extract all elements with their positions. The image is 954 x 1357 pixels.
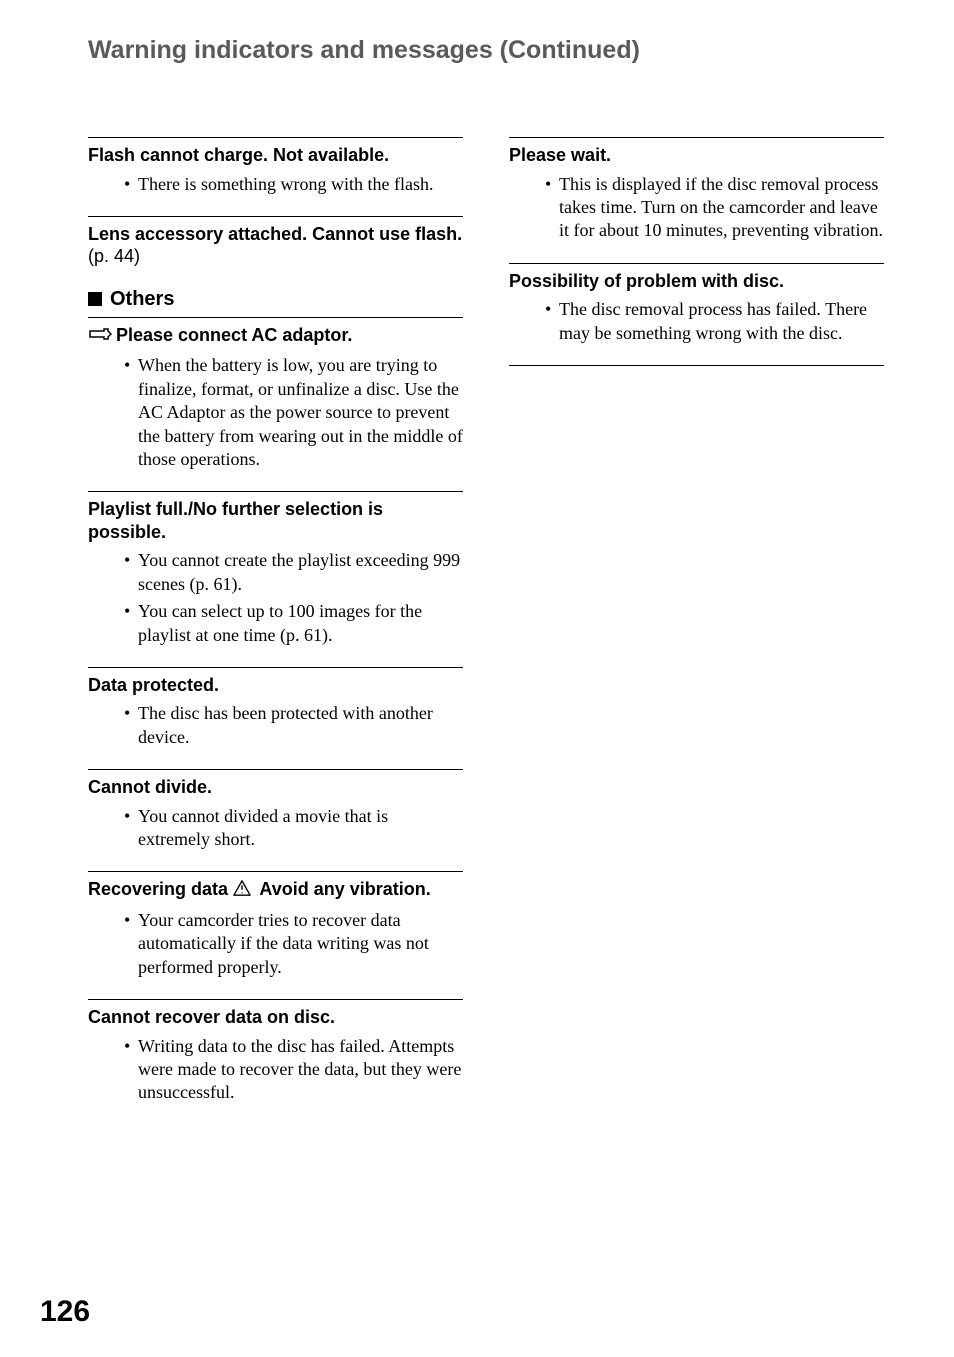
heading: Data protected. <box>88 668 463 697</box>
page-title: Warning indicators and messages (Continu… <box>88 36 884 65</box>
list-item: You cannot divided a movie that is extre… <box>124 805 463 852</box>
subheading-others: Others <box>88 288 463 311</box>
section-lens-accessory: Lens accessory attached. Cannot use flas… <box>88 216 463 268</box>
heading: Recovering data Avoid any vibration. <box>88 872 463 903</box>
section-connect-ac: Please connect AC adaptor. When the batt… <box>88 317 463 471</box>
heading: Lens accessory attached. Cannot use flas… <box>88 217 463 268</box>
bullet-list: When the battery is low, you are trying … <box>88 348 463 471</box>
list-item: Writing data to the disc has failed. Att… <box>124 1035 463 1105</box>
page-ref: (p. 44) <box>88 246 140 266</box>
list-item: Your camcorder tries to recover data aut… <box>124 909 463 979</box>
list-item: There is something wrong with the flash. <box>124 173 463 196</box>
bullet-list: You cannot create the playlist exceeding… <box>88 543 463 647</box>
bullet-list: There is something wrong with the flash. <box>88 167 463 196</box>
heading: Playlist full./No further selection is p… <box>88 492 463 543</box>
section-cannot-divide: Cannot divide. You cannot divided a movi… <box>88 769 463 851</box>
list-item: When the battery is low, you are trying … <box>124 354 463 471</box>
list-item: You cannot create the playlist exceeding… <box>124 549 463 596</box>
section-playlist-full: Playlist full./No further selection is p… <box>88 491 463 647</box>
content-columns: Flash cannot charge. Not available. Ther… <box>88 137 884 1125</box>
section-recovering-data: Recovering data Avoid any vibration. You… <box>88 871 463 979</box>
page-number: 126 <box>40 1295 90 1329</box>
square-bullet-icon <box>88 292 102 306</box>
heading: Possibility of problem with disc. <box>509 264 884 293</box>
bullet-list: The disc removal process has failed. The… <box>509 292 884 345</box>
heading-text: Please connect AC adaptor. <box>116 325 352 345</box>
section-please-wait: Please wait. This is displayed if the di… <box>509 137 884 243</box>
left-column: Flash cannot charge. Not available. Ther… <box>88 137 463 1125</box>
battery-icon-path <box>90 329 111 339</box>
heading: Flash cannot charge. Not available. <box>88 138 463 167</box>
section-flash-cannot-charge: Flash cannot charge. Not available. Ther… <box>88 137 463 196</box>
list-item: The disc has been protected with another… <box>124 702 463 749</box>
list-item: The disc removal process has failed. The… <box>545 298 884 345</box>
heading: Cannot recover data on disc. <box>88 1000 463 1029</box>
bullet-list: The disc has been protected with another… <box>88 696 463 749</box>
heading: Please wait. <box>509 138 884 167</box>
heading: Cannot divide. <box>88 770 463 799</box>
bullet-list: You cannot divided a movie that is extre… <box>88 799 463 852</box>
section-possibility-problem: Possibility of problem with disc. The di… <box>509 263 884 345</box>
section-cannot-recover: Cannot recover data on disc. Writing dat… <box>88 999 463 1105</box>
divider <box>509 365 884 366</box>
warning-icon-path <box>234 881 250 895</box>
list-item: This is displayed if the disc removal pr… <box>545 173 884 243</box>
list-item: You can select up to 100 images for the … <box>124 600 463 647</box>
bullet-list: Writing data to the disc has failed. Att… <box>88 1029 463 1105</box>
right-column: Please wait. This is displayed if the di… <box>509 137 884 1125</box>
section-data-protected: Data protected. The disc has been protec… <box>88 667 463 749</box>
bullet-list: Your camcorder tries to recover data aut… <box>88 903 463 979</box>
battery-icon <box>88 326 112 349</box>
warning-icon <box>233 879 251 903</box>
heading-text-b: Avoid any vibration. <box>255 879 431 899</box>
heading-text: Lens accessory attached. Cannot use flas… <box>88 224 462 244</box>
bullet-list: This is displayed if the disc removal pr… <box>509 167 884 243</box>
heading-text-a: Recovering data <box>88 879 233 899</box>
subheading-text: Others <box>110 288 174 311</box>
heading: Please connect AC adaptor. <box>88 318 463 349</box>
